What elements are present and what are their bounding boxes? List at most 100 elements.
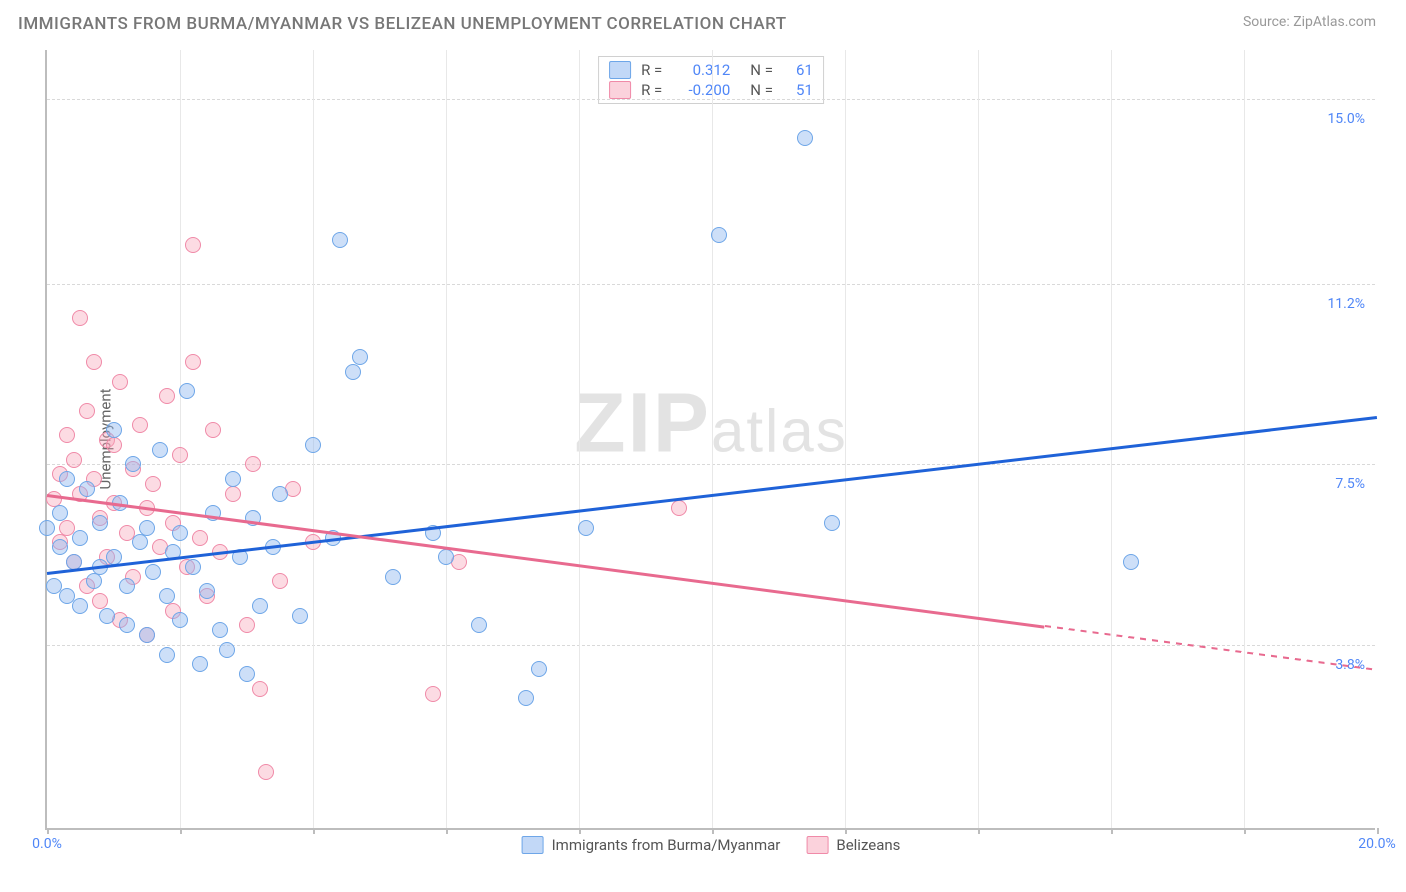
legend-item-label: Immigrants from Burma/Myanmar — [552, 836, 781, 854]
legend-item-label: Belizeans — [836, 836, 900, 854]
scatter-point-blue — [152, 442, 168, 458]
scatter-point-blue — [139, 520, 155, 536]
x-tick-mark — [1111, 828, 1113, 834]
gridline-v — [180, 50, 181, 828]
x-tick-mark — [1377, 828, 1379, 834]
legend-n-label: N = — [750, 61, 773, 79]
scatter-point-blue — [92, 515, 108, 531]
scatter-point-pink — [59, 427, 75, 443]
scatter-point-blue — [125, 456, 141, 472]
scatter-point-blue — [711, 227, 727, 243]
scatter-point-blue — [185, 559, 201, 575]
scatter-point-blue — [132, 534, 148, 550]
scatter-point-blue — [52, 539, 68, 555]
legend-r-value: 0.312 — [672, 61, 730, 79]
scatter-point-pink — [106, 437, 122, 453]
scatter-point-blue — [145, 564, 161, 580]
legend-swatch-blue — [609, 61, 631, 79]
scatter-point-pink — [272, 573, 288, 589]
scatter-point-blue — [86, 573, 102, 589]
legend-row-pink: R =-0.200N =51 — [609, 81, 813, 99]
legend-swatch-pink — [609, 81, 631, 99]
legend-item-pink: Belizeans — [806, 836, 900, 854]
x-tick-mark — [712, 828, 714, 834]
legend-swatch-pink — [806, 836, 828, 854]
scatter-point-blue — [159, 647, 175, 663]
scatter-point-pink — [159, 388, 175, 404]
gridline-v — [845, 50, 846, 828]
legend-item-blue: Immigrants from Burma/Myanmar — [522, 836, 781, 854]
scatter-point-pink — [172, 447, 188, 463]
scatter-point-pink — [112, 374, 128, 390]
x-tick-mark — [845, 828, 847, 834]
scatter-point-blue — [305, 437, 321, 453]
x-tick-label: 0.0% — [32, 836, 62, 852]
scatter-point-blue — [1123, 554, 1139, 570]
scatter-point-blue — [72, 530, 88, 546]
legend-series: Immigrants from Burma/Myanmar Belizeans — [522, 836, 901, 854]
gridline-v — [1244, 50, 1245, 828]
scatter-point-blue — [39, 520, 55, 536]
scatter-point-blue — [352, 349, 368, 365]
legend-n-value: 61 — [783, 61, 813, 79]
gridline-h — [47, 284, 1375, 285]
scatter-point-blue — [518, 690, 534, 706]
x-tick-mark — [47, 828, 49, 834]
legend-correlation: R =0.312N =61R =-0.200N =51 — [598, 56, 824, 104]
scatter-point-pink — [252, 681, 268, 697]
scatter-point-pink — [258, 764, 274, 780]
scatter-point-pink — [132, 417, 148, 433]
scatter-point-blue — [159, 588, 175, 604]
scatter-point-pink — [79, 403, 95, 419]
scatter-point-pink — [245, 456, 261, 472]
scatter-point-blue — [345, 364, 361, 380]
scatter-point-blue — [119, 578, 135, 594]
y-tick-label: 15.0% — [1327, 111, 1365, 127]
scatter-point-blue — [52, 505, 68, 521]
scatter-point-blue — [199, 583, 215, 599]
gridline-v — [1111, 50, 1112, 828]
chart-source: Source: ZipAtlas.com — [1243, 14, 1376, 30]
y-tick-label: 11.2% — [1327, 296, 1365, 312]
legend-r-label: R = — [641, 61, 662, 79]
scatter-point-blue — [172, 525, 188, 541]
scatter-point-blue — [119, 617, 135, 633]
legend-r-value: -0.200 — [672, 81, 730, 99]
legend-swatch-blue — [522, 836, 544, 854]
scatter-point-blue — [239, 666, 255, 682]
gridline-v — [446, 50, 447, 828]
scatter-point-blue — [225, 471, 241, 487]
scatter-point-pink — [671, 500, 687, 516]
x-tick-label: 20.0% — [1358, 836, 1396, 852]
scatter-point-blue — [79, 481, 95, 497]
scatter-point-pink — [425, 686, 441, 702]
scatter-point-blue — [72, 598, 88, 614]
scatter-point-blue — [252, 598, 268, 614]
legend-r-label: R = — [641, 81, 662, 99]
watermark: ZIPatlas — [574, 375, 847, 472]
scatter-point-pink — [72, 310, 88, 326]
scatter-point-pink — [86, 354, 102, 370]
scatter-point-blue — [471, 617, 487, 633]
gridline-v — [579, 50, 580, 828]
plot-area: Unemployment ZIPatlas R =0.312N =61R =-0… — [45, 50, 1375, 830]
scatter-point-blue — [106, 422, 122, 438]
gridline-h — [47, 645, 1375, 646]
gridline-v — [978, 50, 979, 828]
scatter-point-blue — [172, 612, 188, 628]
scatter-point-pink — [185, 237, 201, 253]
chart-title: IMMIGRANTS FROM BURMA/MYANMAR VS BELIZEA… — [18, 14, 787, 34]
scatter-point-blue — [824, 515, 840, 531]
gridline-v — [712, 50, 713, 828]
scatter-point-blue — [578, 520, 594, 536]
x-tick-mark — [978, 828, 980, 834]
scatter-point-pink — [46, 491, 62, 507]
scatter-point-blue — [438, 549, 454, 565]
y-tick-label: 7.5% — [1335, 476, 1365, 492]
trend-line-pink-dash — [1044, 625, 1377, 670]
scatter-point-blue — [59, 471, 75, 487]
scatter-point-pink — [239, 617, 255, 633]
scatter-point-pink — [92, 593, 108, 609]
scatter-point-pink — [205, 422, 221, 438]
scatter-point-blue — [531, 661, 547, 677]
